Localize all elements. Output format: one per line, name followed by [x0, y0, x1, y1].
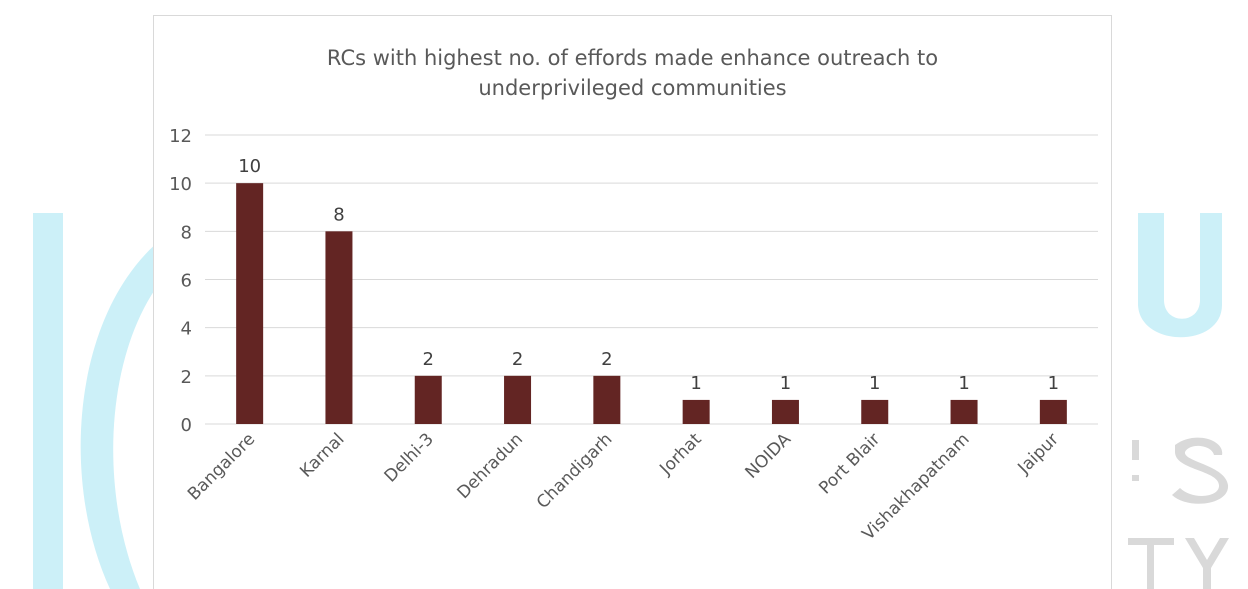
watermark-y-letter: [1185, 538, 1229, 589]
chart-title: RCs with highest no. of effords made enh…: [154, 43, 1111, 103]
chart-title-line-1: RCs with highest no. of effords made enh…: [326, 46, 939, 70]
data-label: 2: [423, 349, 434, 370]
bar-jaipur: [1039, 399, 1067, 424]
data-label: 8: [333, 204, 344, 225]
bar-karnal: [325, 231, 353, 424]
x-tick-label: Karnal: [296, 429, 348, 481]
watermark-u-letter: [1138, 213, 1222, 338]
bar-dehradun: [504, 375, 532, 424]
chart-title-line-2: underprivileged communities: [478, 76, 787, 100]
bar-port-blair: [861, 399, 889, 424]
y-tick-label: 12: [169, 126, 192, 147]
x-tick-label: Port Blair: [815, 429, 884, 498]
y-tick-label: 2: [181, 367, 192, 388]
watermark-grey-mark: [1132, 440, 1139, 460]
chart-area: RCs with highest no. of effords made enh…: [153, 15, 1112, 589]
y-tick-label: 6: [181, 271, 192, 292]
y-tick-label: 8: [181, 222, 192, 243]
data-label: 2: [512, 349, 523, 370]
x-tick-label: NOIDA: [742, 429, 796, 483]
x-tick-label: Bangalore: [184, 429, 259, 504]
data-label: 1: [958, 373, 969, 394]
bar-delhi-3: [414, 375, 442, 424]
watermark-t-letter: [1147, 538, 1154, 589]
x-tick-label: Jorhat: [656, 429, 706, 479]
x-tick-label: Jaipur: [1014, 429, 1063, 478]
data-label: 2: [601, 349, 612, 370]
bar-chandigarh: [593, 375, 621, 424]
y-tick-label: 0: [181, 415, 192, 436]
watermark-left-bar: [33, 213, 63, 589]
data-label: 1: [780, 373, 791, 394]
watermark-s-letter: [1172, 437, 1229, 504]
watermark-arc: [80, 220, 200, 589]
data-label: 1: [869, 373, 880, 394]
data-label: 1: [690, 373, 701, 394]
bar-vishakhapatnam: [950, 399, 978, 424]
y-tick-label: 10: [169, 174, 192, 195]
bar-noida: [771, 399, 799, 424]
data-label: 10: [238, 156, 261, 177]
x-tick-label: Chandigarh: [533, 429, 616, 512]
data-label: 1: [1048, 373, 1059, 394]
y-tick-label: 4: [181, 319, 192, 340]
bar-bangalore: [236, 183, 264, 424]
x-tick-label: Delhi-3: [381, 429, 438, 486]
x-tick-label: Dehradun: [453, 429, 527, 503]
bar-jorhat: [682, 399, 710, 424]
watermark-grey-mark: [1132, 475, 1139, 481]
